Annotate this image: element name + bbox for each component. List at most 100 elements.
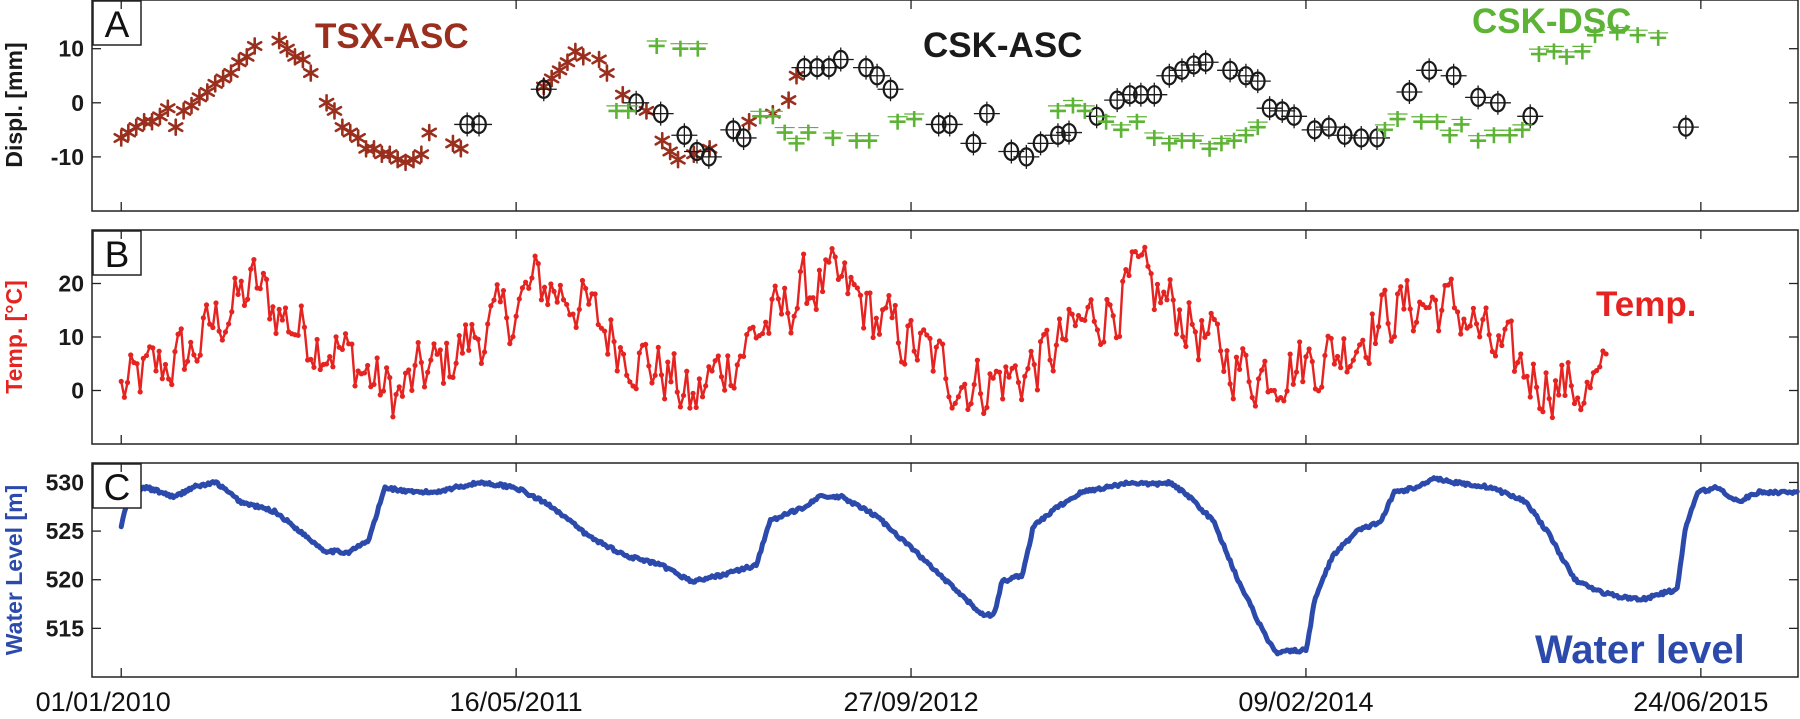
temp-point: [1000, 396, 1006, 402]
temp-point: [166, 376, 172, 382]
temp-point: [551, 288, 557, 295]
temp-point: [456, 333, 462, 339]
temp-point: [684, 368, 690, 374]
temp-point: [371, 381, 377, 387]
temp-point: [1044, 327, 1050, 333]
data-point: [827, 47, 854, 72]
data-point: [551, 61, 568, 80]
temp-point: [317, 366, 323, 373]
asterisk-stroke: [662, 146, 678, 157]
temp-point: [652, 372, 658, 378]
temp-point: [605, 351, 611, 357]
data-point: [786, 135, 807, 152]
temp-point: [1271, 387, 1277, 394]
circle-marker: [1401, 82, 1418, 102]
temp-point: [418, 359, 424, 366]
data-point: [1281, 104, 1308, 129]
data-point: [246, 37, 263, 55]
circle-marker: [1489, 93, 1506, 113]
x-tick-label: 27/09/2012: [843, 687, 978, 717]
temp-point: [229, 309, 235, 315]
data-point: [1217, 58, 1244, 83]
temp-point: [1145, 263, 1151, 269]
temp-point: [1581, 400, 1587, 406]
y-tick-label: -10: [51, 144, 84, 170]
temp-point: [955, 394, 962, 400]
data-point: [741, 112, 757, 131]
temp-point: [380, 388, 387, 394]
temp-point: [952, 400, 958, 406]
temp-point: [974, 357, 980, 363]
temp-point: [1388, 338, 1394, 344]
temp-point: [1543, 370, 1549, 376]
temp-point: [251, 257, 257, 263]
temp-point: [1454, 309, 1461, 315]
circle-marker: [1003, 141, 1020, 162]
temp-point: [437, 347, 443, 353]
temp-point: [1575, 395, 1581, 401]
temp-point: [1587, 385, 1593, 391]
temp-point: [402, 370, 409, 376]
temp-point: [282, 305, 289, 311]
temp-point: [1056, 316, 1063, 322]
panel-a-label: A: [105, 4, 130, 45]
temp-point: [794, 305, 800, 311]
temp-point: [1300, 379, 1306, 385]
temp-point: [169, 381, 175, 388]
temp-point: [1426, 304, 1432, 311]
temp-point: [504, 315, 510, 321]
temp-point: [1552, 378, 1559, 384]
temp-point: [1094, 327, 1101, 333]
panel-c-plot: [118, 475, 1800, 657]
temp-point: [529, 275, 535, 281]
temp-point: [1486, 332, 1492, 338]
data-point: [160, 99, 176, 118]
temp-point: [210, 324, 216, 331]
temp-point: [1404, 277, 1410, 284]
temp-point: [1202, 334, 1208, 340]
temp-point: [1091, 318, 1097, 324]
asterisk-stroke: [207, 78, 224, 89]
temp-point: [576, 306, 582, 313]
temp-point: [851, 281, 857, 288]
data-point: [1047, 102, 1068, 119]
temp-point: [1205, 330, 1211, 337]
temp-point: [943, 376, 949, 382]
temp-point: [819, 288, 826, 295]
temp-point: [810, 295, 816, 301]
temp-point: [178, 326, 184, 332]
temp-point: [1499, 342, 1505, 349]
data-point: [287, 48, 303, 66]
temp-point: [406, 367, 412, 373]
temp-point: [1360, 337, 1366, 343]
temp-point: [867, 290, 873, 296]
temp-point: [1391, 333, 1398, 340]
temp-point: [583, 285, 589, 292]
circle-marker: [1320, 117, 1337, 137]
temp-point: [377, 392, 383, 398]
temp-point: [611, 338, 617, 345]
temp-point: [1214, 321, 1221, 327]
temp-point: [1037, 338, 1044, 345]
temp-point: [838, 273, 845, 279]
circle-marker: [832, 49, 849, 70]
data-point: [1180, 52, 1207, 77]
data-point: [654, 131, 671, 150]
temp-point: [643, 341, 649, 348]
x-tick-label: 09/02/2014: [1238, 687, 1373, 717]
temp-point: [1199, 318, 1205, 324]
temp-point: [128, 352, 134, 358]
temp-point: [842, 260, 848, 266]
temp-point: [1480, 316, 1486, 323]
temp-point: [1066, 306, 1072, 312]
data-point: [1439, 127, 1460, 144]
temp-point: [526, 285, 532, 291]
temp-point: [248, 266, 254, 272]
temp-point: [1132, 249, 1138, 255]
temp-point: [734, 362, 740, 368]
temp-point: [1603, 351, 1609, 357]
temp-point: [469, 321, 475, 328]
panel-c-label-box: [92, 463, 142, 509]
data-point: [302, 64, 319, 82]
circle-marker: [1421, 60, 1438, 80]
